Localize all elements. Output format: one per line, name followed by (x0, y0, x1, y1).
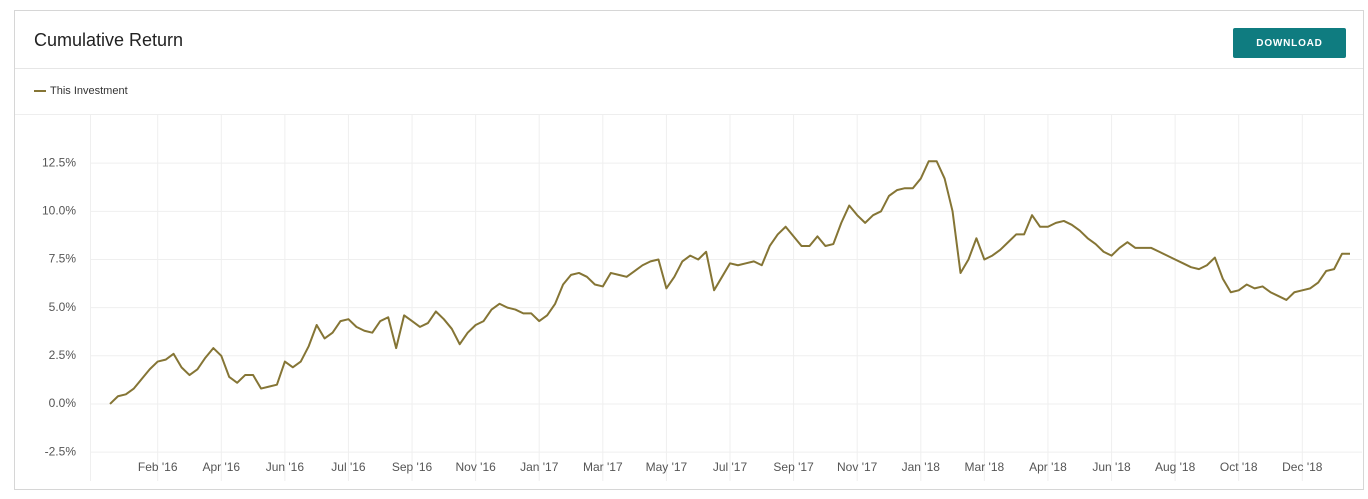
chart-title: Cumulative Return (34, 30, 183, 50)
series-line (109, 160, 1350, 405)
x-tick-label: Sep '16 (392, 460, 433, 474)
x-tick-label: Aug '18 (1155, 460, 1196, 474)
x-tick-label: Feb '16 (138, 460, 178, 474)
x-tick-label: Mar '17 (583, 460, 623, 474)
y-tick-label: 12.5% (42, 155, 76, 169)
x-tick-label: Apr '18 (1029, 460, 1067, 474)
y-tick-label: 2.5% (49, 348, 77, 362)
x-tick-label: Nov '17 (837, 460, 878, 474)
x-tick-label: Jun '16 (266, 460, 305, 474)
x-tick-label: Oct '18 (1220, 460, 1258, 474)
x-tick-label: Jun '18 (1092, 460, 1131, 474)
download-button[interactable] (1233, 28, 1346, 58)
x-tick-label: May '17 (646, 460, 688, 474)
x-tick-label: Dec '18 (1282, 460, 1323, 474)
y-tick-label: 5.0% (49, 300, 77, 314)
x-tick-label: Apr '16 (202, 460, 240, 474)
x-tick-label: Nov '16 (455, 460, 496, 474)
y-tick-label: 0.0% (49, 396, 77, 410)
x-tick-label: Jan '18 (902, 460, 941, 474)
legend-label: This Investment (50, 85, 128, 97)
y-tick-label: 10.0% (42, 203, 76, 217)
x-tick-label: Jul '17 (713, 460, 748, 474)
y-tick-label: -2.5% (45, 444, 77, 458)
y-tick-label: 7.5% (49, 252, 77, 266)
x-tick-label: Jul '16 (331, 460, 366, 474)
x-tick-label: Sep '17 (773, 460, 814, 474)
x-tick-label: Mar '18 (965, 460, 1005, 474)
download-button-label[interactable]: DOWNLOAD (1256, 38, 1322, 49)
x-tick-label: Jan '17 (520, 460, 559, 474)
card (14, 10, 1364, 490)
